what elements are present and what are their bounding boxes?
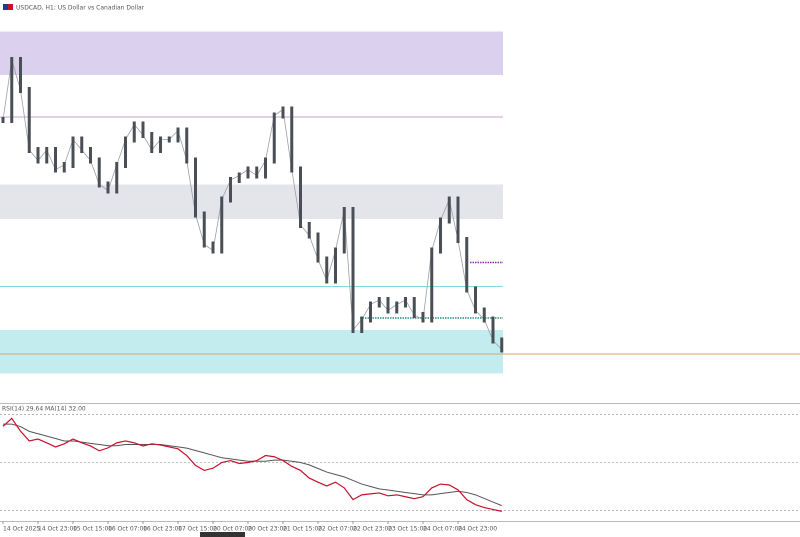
candle [351, 207, 355, 333]
candle [439, 217, 442, 254]
x-tick-label: 16 Oct 07:00 [108, 526, 147, 533]
candle [150, 132, 154, 153]
candle [342, 207, 346, 254]
candle [447, 196, 451, 224]
x-tick-label: 17 Oct 15:00 [178, 526, 217, 533]
candle [132, 121, 136, 143]
indicator-label: RSI(14) 29.64 MA(14) 32.00 [2, 406, 86, 413]
candle [474, 286, 477, 314]
symbol-icon [3, 4, 8, 10]
candle [62, 162, 66, 173]
candle [334, 247, 337, 284]
candle [360, 316, 364, 333]
symbol-icon [8, 4, 13, 10]
zone [0, 184, 503, 219]
candle [307, 222, 311, 239]
price-line [2, 59, 503, 350]
x-tick-label: 20 Oct 23:00 [248, 526, 287, 533]
candle [430, 247, 434, 323]
candle [89, 147, 92, 164]
candle [290, 106, 294, 173]
candle [404, 297, 407, 308]
candle [395, 301, 399, 314]
x-tick-label: 15 Oct 15:00 [73, 526, 112, 533]
candle [255, 166, 259, 179]
candle [246, 166, 250, 179]
x-tick-label: 14 Oct 2025 [3, 526, 40, 533]
candle [220, 196, 224, 254]
x-tick-label: 24 Oct 07:00 [423, 526, 462, 533]
x-tick-label: 22 Oct 23:00 [353, 526, 392, 533]
candle [124, 136, 127, 168]
chart-title: USDCAD, H1: US Dollar vs Canadian Dollar [16, 5, 145, 12]
candle [377, 297, 381, 308]
candle [159, 136, 162, 153]
zone [0, 330, 503, 374]
candle [167, 136, 171, 143]
candle [141, 121, 145, 138]
x-tick-label: 24 Oct 23:00 [458, 526, 497, 533]
candle [500, 337, 504, 353]
scrollbar[interactable] [200, 532, 245, 537]
x-tick-label: 23 Oct 15:00 [388, 526, 427, 533]
candle [229, 177, 232, 203]
candle [97, 157, 101, 188]
candle [115, 162, 119, 194]
candle [71, 136, 75, 168]
candle [19, 57, 22, 93]
candle [369, 301, 372, 323]
candle [1, 117, 5, 123]
x-tick-label: 21 Oct 15:00 [283, 526, 322, 533]
candle [482, 307, 486, 323]
x-tick-label: 22 Oct 07:00 [318, 526, 357, 533]
candle [106, 181, 110, 194]
x-tick-label: 14 Oct 23:00 [38, 526, 77, 533]
candle [316, 232, 320, 263]
rsi-line [2, 417, 502, 512]
candle [194, 157, 197, 218]
candle [465, 237, 469, 293]
candle [491, 316, 495, 344]
candle [299, 166, 302, 228]
candle [386, 297, 390, 314]
x-tick-label: 16 Oct 23:00 [143, 526, 182, 533]
candle [456, 196, 460, 243]
candle [45, 147, 49, 164]
candle [27, 87, 31, 153]
candle [237, 172, 241, 183]
candle [80, 136, 84, 153]
candle [202, 211, 206, 248]
candle [412, 297, 416, 318]
candle [54, 147, 57, 173]
candle [185, 127, 189, 164]
candle [211, 241, 215, 254]
candle [421, 312, 425, 323]
candle [36, 147, 40, 164]
candle [10, 57, 14, 123]
candle [272, 112, 276, 164]
candle [176, 127, 180, 143]
zone [0, 31, 503, 75]
x-tick-label: 20 Oct 07:00 [213, 526, 252, 533]
candle [264, 157, 267, 179]
candle [281, 106, 285, 119]
candle [325, 256, 329, 284]
